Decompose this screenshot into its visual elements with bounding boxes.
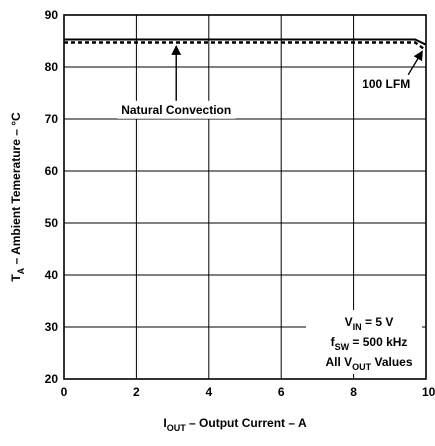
- y-tick-label: 70: [45, 112, 59, 126]
- annotation-bg: [358, 74, 415, 93]
- grid: [64, 15, 426, 379]
- annotations: Natural Convection 100 LFM: [117, 45, 423, 119]
- x-tick-label: 2: [133, 385, 140, 399]
- condition-line-3: All VOUT Values: [325, 355, 412, 372]
- condition-line-2: fSW = 500 kHz: [331, 335, 408, 352]
- annotation-label-2: 100 LFM: [362, 77, 410, 91]
- y-tick-label: 80: [45, 60, 59, 74]
- annotation-label-1: Natural Convection: [121, 103, 231, 117]
- series-layer: [64, 38, 427, 52]
- annotation-bg: [117, 100, 236, 119]
- conditions-bg: [306, 310, 422, 374]
- tick-labels: 0 2 4 6 8 10 20 30 40 50 60 70 80 90: [45, 8, 435, 399]
- x-tick-label: 6: [278, 385, 285, 399]
- x-tick-label: 0: [61, 385, 68, 399]
- y-tick-label: 40: [45, 268, 59, 282]
- x-tick-label: 4: [205, 385, 212, 399]
- y-tick-label: 30: [45, 320, 59, 334]
- series-line-2: [64, 41, 427, 52]
- plot-frame: [63, 14, 427, 380]
- y-axis-label: TA – Ambient Temerature – °C: [9, 112, 26, 282]
- condition-line-1: VIN = 5 V: [345, 315, 394, 332]
- x-tick-label: 10: [422, 385, 435, 399]
- conditions-box: VIN = 5 V fSW = 500 kHz All VOUT Values: [306, 310, 422, 374]
- series-line-1: [64, 38, 427, 46]
- x-axis-label: IOUT – Output Current – A: [163, 416, 307, 433]
- y-tick-label: 60: [45, 164, 59, 178]
- y-tick-label: 50: [45, 216, 59, 230]
- y-tick-label: 20: [45, 372, 59, 386]
- x-tick-label: 8: [350, 385, 357, 399]
- annotation-arrow-2: [407, 50, 423, 76]
- y-tick-label: 90: [45, 8, 59, 22]
